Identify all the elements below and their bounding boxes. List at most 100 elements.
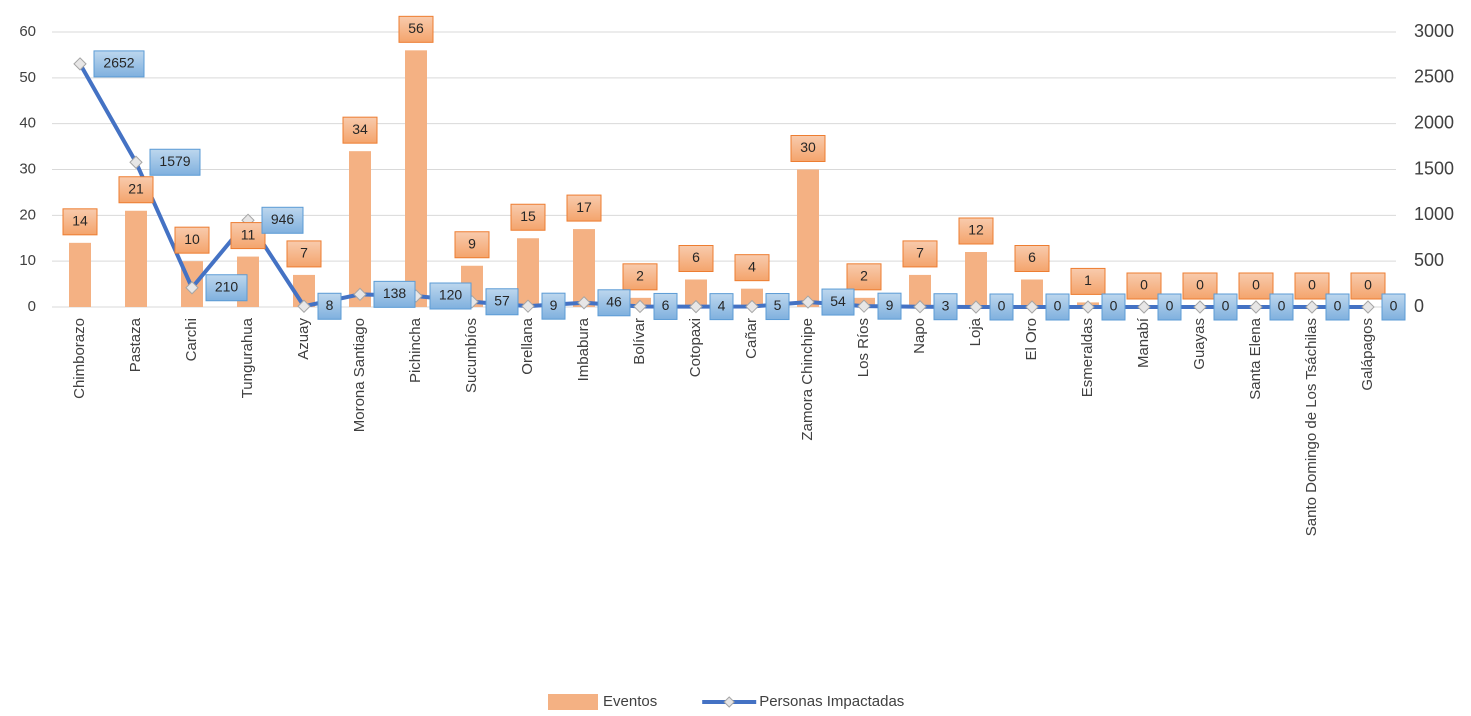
data-label: 17 <box>576 199 592 215</box>
y-tick-label: 10 <box>19 252 36 269</box>
y-tick-label: 60 <box>19 23 36 40</box>
x-tick-label: Guayas <box>1191 318 1208 370</box>
data-label: 6 <box>692 249 700 265</box>
line-marker <box>1138 301 1150 313</box>
bar <box>965 252 987 307</box>
data-label: 946 <box>271 211 295 227</box>
line-marker <box>1250 301 1262 313</box>
bar <box>349 151 371 307</box>
data-label: 21 <box>128 180 144 196</box>
data-label: 0 <box>1110 298 1118 314</box>
data-label: 0 <box>1222 298 1230 314</box>
data-label: 0 <box>1252 277 1260 293</box>
bar <box>573 229 595 307</box>
y-tick-label: 40 <box>19 115 36 132</box>
y2-tick-label: 3000 <box>1414 21 1454 41</box>
data-label: 210 <box>215 278 239 294</box>
y2-tick-label: 0 <box>1414 296 1424 316</box>
x-tick-label: Loja <box>967 317 984 346</box>
line-marker <box>1306 301 1318 313</box>
line <box>80 64 1368 307</box>
x-tick-label: Tungurahua <box>239 317 256 398</box>
data-label: 14 <box>72 213 88 229</box>
data-label: 120 <box>439 287 463 303</box>
data-label: 0 <box>1390 298 1398 314</box>
data-label: 0 <box>1334 298 1342 314</box>
bar <box>797 170 819 308</box>
data-label: 46 <box>606 293 622 309</box>
x-tick-label: Pichincha <box>407 317 424 383</box>
data-label: 57 <box>494 292 510 308</box>
data-label: 11 <box>241 226 256 242</box>
data-label: 5 <box>774 297 782 313</box>
data-label: 10 <box>184 231 200 247</box>
data-label: 2652 <box>103 55 134 71</box>
data-label: 34 <box>352 121 368 137</box>
x-tick-label: Carchi <box>183 318 200 361</box>
x-tick-label: Zamora Chinchipe <box>799 318 816 441</box>
data-label: 4 <box>718 297 726 313</box>
data-label: 6 <box>1028 249 1036 265</box>
data-label: 12 <box>968 222 984 238</box>
data-label: 56 <box>408 20 424 36</box>
page: {"chart_data": {"type": "bar", "categori… <box>0 0 1471 716</box>
legend-marker <box>724 697 734 707</box>
x-tick-label: El Oro <box>1023 318 1040 361</box>
data-label: 0 <box>1054 298 1062 314</box>
data-label: 4 <box>748 258 756 274</box>
data-label: 15 <box>520 208 536 224</box>
y-tick-label: 30 <box>19 160 36 177</box>
x-tick-label: Azuay <box>295 318 312 360</box>
x-tick-label: Chimborazo <box>71 318 88 399</box>
y2-tick-label: 500 <box>1414 250 1444 270</box>
bar <box>405 50 427 307</box>
data-label: 7 <box>916 245 924 261</box>
data-label: 9 <box>550 297 558 313</box>
bar <box>125 211 147 307</box>
x-tick-label: Orellana <box>519 317 536 374</box>
data-label: 6 <box>662 297 670 313</box>
line-marker <box>1194 301 1206 313</box>
data-label: 0 <box>1166 298 1174 314</box>
y-tick-label: 50 <box>19 69 36 86</box>
line-marker <box>1362 301 1374 313</box>
bar <box>69 243 91 307</box>
data-label: 3 <box>942 297 950 313</box>
y2-tick-label: 2500 <box>1414 67 1454 87</box>
data-label: 9 <box>468 235 476 251</box>
x-tick-label: Cañar <box>743 318 760 359</box>
x-tick-label: Bolívar <box>631 318 648 365</box>
legend-label: Eventos <box>603 693 657 710</box>
x-tick-label: Morona Santiago <box>351 318 368 432</box>
x-tick-label: Sucumbíos <box>463 318 480 393</box>
data-label: 2 <box>636 268 644 284</box>
x-tick-label: Santo Domingo de Los Tsáchilas <box>1303 318 1320 536</box>
y-tick-label: 0 <box>28 298 36 315</box>
x-tick-label: Santa Elena <box>1247 317 1264 399</box>
legend-label: Personas Impactadas <box>759 693 904 710</box>
y2-tick-label: 1500 <box>1414 158 1454 178</box>
data-label: 0 <box>1140 277 1148 293</box>
y2-tick-label: 2000 <box>1414 112 1454 132</box>
data-label: 8 <box>326 297 334 313</box>
x-tick-label: Los Ríos <box>855 318 872 377</box>
data-label: 0 <box>1364 277 1372 293</box>
data-label: 0 <box>1196 277 1204 293</box>
y2-tick-label: 1000 <box>1414 204 1454 224</box>
x-tick-label: Napo <box>911 318 928 354</box>
data-label: 54 <box>830 293 846 309</box>
chart: 0102030405060050010001500200025003000Chi… <box>0 0 1471 711</box>
y-tick-label: 20 <box>19 206 36 223</box>
x-tick-label: Manabí <box>1135 317 1152 368</box>
x-tick-label: Cotopaxi <box>687 318 704 377</box>
data-label: 0 <box>998 298 1006 314</box>
bar <box>517 238 539 307</box>
data-label: 1579 <box>159 153 190 169</box>
data-label: 1 <box>1084 272 1092 288</box>
data-label: 0 <box>1278 298 1286 314</box>
x-tick-label: Galápagos <box>1359 318 1376 391</box>
x-tick-label: Pastaza <box>127 317 144 372</box>
x-tick-label: Esmeraldas <box>1079 318 1096 397</box>
data-label: 0 <box>1308 277 1316 293</box>
data-label: 7 <box>300 245 308 261</box>
